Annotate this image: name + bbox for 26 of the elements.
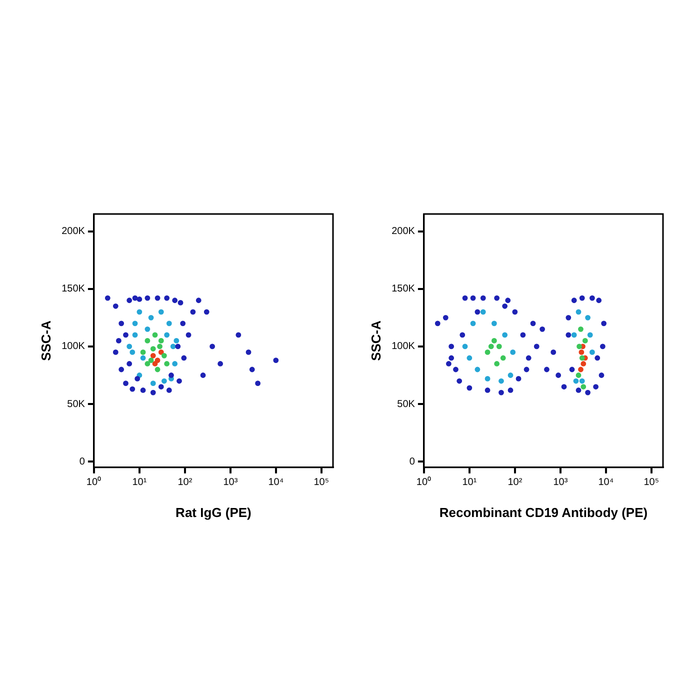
x-tick-label: 10¹ [132, 477, 148, 488]
x-tick-label: 10² [178, 477, 193, 488]
x-tick-label: 10² [508, 477, 523, 488]
y-tick-label: 0 [79, 456, 86, 468]
x-tick-label: 10⁴ [268, 477, 284, 488]
x-tick-label: 10⁵ [314, 477, 330, 488]
x-tick-label: 10³ [223, 477, 238, 488]
x-tick-label: 10⁰ [416, 476, 432, 488]
y-tick-label: 0 [409, 456, 416, 468]
x-tick-label: 10¹ [462, 477, 478, 488]
y-tick-label: 200K [392, 226, 416, 238]
y-tick-label: 200K [62, 226, 86, 238]
y-tick-label: 50K [67, 398, 86, 410]
y-tick-label: 100K [62, 341, 86, 352]
y-axis-title: SSC-A [38, 320, 54, 361]
y-tick-label: 50K [397, 398, 416, 410]
x-axis-title: Rat IgG (PE) [176, 504, 252, 520]
y-tick-label: 150K [62, 284, 86, 295]
x-tick-label: 10⁰ [86, 476, 102, 488]
y-axis-title: SSC-A [368, 320, 384, 361]
y-tick-label: 150K [392, 284, 416, 295]
x-tick-label: 10⁵ [644, 477, 660, 488]
y-tick-label: 100K [392, 341, 416, 352]
x-axis-title: Recombinant CD19 Antibody (PE) [439, 504, 648, 520]
x-tick-label: 10⁴ [598, 477, 614, 488]
x-tick-label: 10³ [553, 477, 568, 488]
